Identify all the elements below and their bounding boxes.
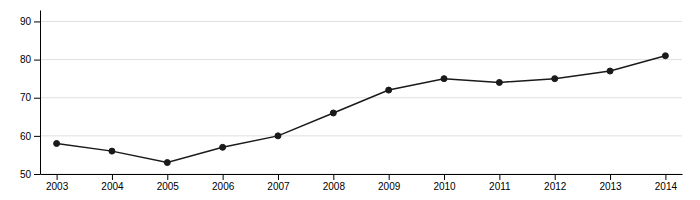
y-tick: 70 [20,92,40,103]
x-tick-label: 2004 [101,181,124,192]
x-tick-label: 2005 [157,181,180,192]
point [275,133,281,139]
point [386,87,392,93]
y-tick-mark [34,60,40,61]
grid-line [40,97,682,98]
chart-svg: 2003 2004 2005 2006 2007 2008 2009 2010 2011 2012… [0,0,700,200]
point [164,160,170,166]
x-tick-label: 2013 [599,181,622,192]
y-tick-label: 70 [20,92,32,103]
x-tick: 2010 [433,174,456,192]
x-tick: 2004 [101,174,124,192]
x-tick-mark [333,174,334,180]
x-tick-mark [167,174,168,180]
x-tick-mark [112,174,113,180]
y-tick-mark [34,21,40,22]
x-axis-line [41,174,683,175]
x-tick: 2008 [323,174,346,192]
x-tick: 2012 [544,174,567,192]
y-tick: 50 [20,169,40,180]
x-tick-label: 2009 [378,181,401,192]
x-tick-mark [499,174,500,180]
y-tick-label: 50 [20,169,32,180]
x-tick-mark [389,174,390,180]
y-tick: 90 [20,16,40,27]
point [607,68,613,74]
y-tick-label: 80 [20,54,32,65]
y-axis-line [40,11,41,175]
point [662,53,668,59]
x-tick: 2005 [157,174,180,192]
x-tick-mark [57,174,58,180]
chart-container: 2003 2004 2005 2006 2007 2008 2009 2010 2011 2012… [0,0,700,200]
point [220,144,226,150]
x-tick-label: 2003 [46,181,69,192]
x-tick-label: 2011 [489,181,511,192]
point [496,79,502,85]
x-tick-mark [444,174,445,180]
point [441,76,447,82]
x-tick: 2007 [267,174,290,192]
y-tick: 60 [20,131,40,142]
x-tick-label: 2006 [212,181,235,192]
x-tick-mark [278,174,279,180]
point [54,140,60,146]
y-tick-label: 90 [20,16,32,27]
y-tick-label: 60 [20,131,32,142]
plot-area [54,53,669,166]
grid-line [40,174,682,175]
x-tick: 2009 [378,174,401,192]
grid-line [40,59,682,60]
x-axis: 2003 2004 2005 2006 2007 2008 2009 2010 2011 2012… [41,174,683,192]
grid [40,21,682,174]
x-tick: 2006 [212,174,235,192]
y-tick-mark [34,174,40,175]
line [57,56,666,163]
point [552,76,558,82]
x-tick: 2013 [599,174,622,192]
point [330,110,336,116]
x-tick-mark [610,174,611,180]
grid-line [40,21,682,22]
y-axis: 50 60 70 80 90 [20,11,41,180]
y-tick: 80 [20,54,40,65]
grid-line [40,135,682,136]
point [109,148,115,154]
x-tick-label: 2008 [323,181,346,192]
y-tick-mark [34,98,40,99]
x-tick: 2003 [46,174,69,192]
x-tick-label: 2010 [433,181,456,192]
x-tick-mark [555,174,556,180]
x-tick: 2011 [489,174,511,192]
x-tick-mark [223,174,224,180]
x-tick-label: 2012 [544,181,567,192]
y-tick-mark [34,136,40,137]
x-tick-mark [665,174,666,180]
x-tick: 2014 [655,174,678,192]
x-tick-label: 2014 [655,181,678,192]
x-tick-label: 2007 [267,181,290,192]
